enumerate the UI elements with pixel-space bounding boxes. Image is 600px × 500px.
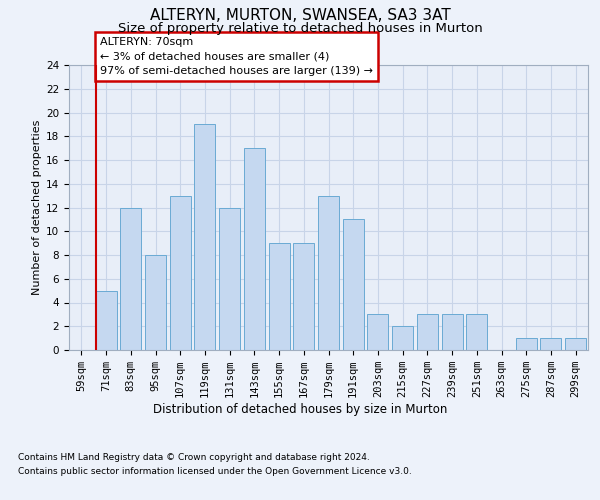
Bar: [293, 243, 314, 350]
Bar: [120, 208, 141, 350]
Text: Contains public sector information licensed under the Open Government Licence v3: Contains public sector information licen…: [18, 467, 412, 476]
Text: Contains HM Land Registry data © Crown copyright and database right 2024.: Contains HM Land Registry data © Crown c…: [18, 454, 370, 462]
Text: ALTERYN: 70sqm
← 3% of detached houses are smaller (4)
97% of semi-detached hous: ALTERYN: 70sqm ← 3% of detached houses a…: [100, 36, 373, 76]
Bar: [95, 290, 116, 350]
Bar: [392, 326, 413, 350]
Y-axis label: Number of detached properties: Number of detached properties: [32, 120, 42, 295]
Bar: [466, 314, 487, 350]
Bar: [194, 124, 215, 350]
Text: Distribution of detached houses by size in Murton: Distribution of detached houses by size …: [153, 402, 447, 415]
Bar: [516, 338, 537, 350]
Bar: [145, 255, 166, 350]
Bar: [170, 196, 191, 350]
Bar: [343, 220, 364, 350]
Bar: [565, 338, 586, 350]
Bar: [269, 243, 290, 350]
Bar: [367, 314, 388, 350]
Bar: [541, 338, 562, 350]
Bar: [219, 208, 240, 350]
Bar: [318, 196, 339, 350]
Bar: [417, 314, 438, 350]
Text: ALTERYN, MURTON, SWANSEA, SA3 3AT: ALTERYN, MURTON, SWANSEA, SA3 3AT: [149, 8, 451, 22]
Bar: [442, 314, 463, 350]
Bar: [244, 148, 265, 350]
Text: Size of property relative to detached houses in Murton: Size of property relative to detached ho…: [118, 22, 482, 35]
